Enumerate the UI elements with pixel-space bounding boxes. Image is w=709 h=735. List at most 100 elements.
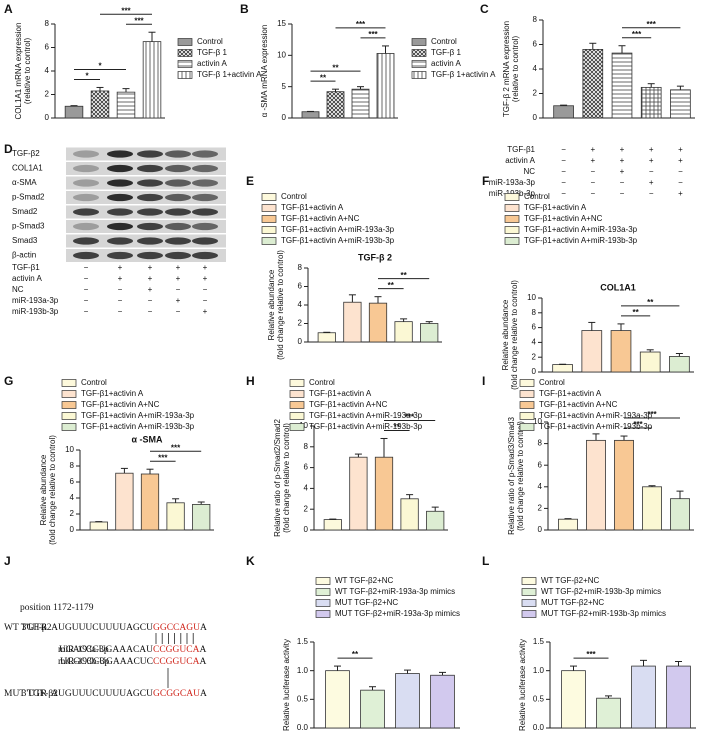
bar [553,105,574,119]
blot-band [137,237,163,245]
legend-swatch [261,204,277,212]
blot-band [165,150,191,158]
sequence-tail: A [199,645,206,655]
legend-label: Control [431,37,457,46]
condition-mark: + [118,263,123,272]
legend-label: Control [539,378,565,387]
legend-swatch [177,60,193,68]
condition-mark: − [176,285,181,294]
utr-label: 3'UTR [22,689,48,699]
y-tick-label: 10 [277,50,286,59]
condition-mark: − [590,178,595,187]
blot-band [107,179,133,187]
significance-label: *** [647,410,657,419]
condition-mark: + [590,145,595,154]
y-axis-label: (relative to control) [511,36,520,103]
y-tick-label: 10 [533,417,542,426]
legend-swatch [61,390,77,398]
significance-label: ** [352,650,359,659]
plot-title: TGF-β 2 [358,252,392,262]
legend-swatch [289,401,305,409]
legend-label: TGF-β1+activin A+miR-193a-3p [281,225,395,234]
condition-mark: − [649,189,654,198]
condition-mark: + [649,178,654,187]
sequence-left: 3'UTR AUGUUUCUUUUAGCU [22,623,153,633]
significance-label: *** [405,413,415,422]
condition-mark: − [148,296,153,305]
condition-mark: − [561,156,566,165]
condition-label: activin A [505,156,535,165]
seed-sequence: GGCCAGU [153,623,200,633]
y-tick-label: 2 [70,509,75,518]
legend-swatch [289,412,305,420]
y-tick-label: 1.0 [297,666,309,675]
utr-label: 3'UTR [22,623,48,633]
legend-label: TGF-β1+activin A+miR-193b-3p [281,236,395,245]
y-tick-label: 4 [298,300,303,309]
legend-label: TGF-β 1 [431,48,461,57]
y-axis-label: Relative luciferase activity [518,639,527,731]
sequence-name: WT TGF-β2 [4,623,52,633]
blot-band [73,193,99,202]
significance-label: ** [320,73,327,82]
blot-band [192,251,218,260]
y-tick-label: 0 [298,337,303,346]
legend-swatch [504,215,520,223]
legend-label: MUT TGF-β2+NC [335,598,398,607]
condition-mark: + [649,145,654,154]
blot-band [137,251,163,260]
blot-band [73,237,99,245]
y-tick-label: 4 [533,64,538,73]
legend-label: TGF-β1+activin A+miR-193b-3p [309,422,423,431]
condition-mark: + [176,263,181,272]
bar [394,321,413,343]
legend-label: TGF-β1+activin A+NC [81,400,160,409]
legend-swatch [519,379,535,387]
condition-mark: − [203,285,208,294]
y-tick-label: 1.5 [533,637,545,646]
bar [596,697,621,729]
legend-swatch [315,588,331,596]
blot-band [192,193,218,202]
condition-mark: − [561,189,566,198]
bar [642,486,662,531]
bar [631,665,656,729]
legend-label: Control [524,192,550,201]
y-axis-label: (fold change relative to control) [516,421,525,531]
condition-mark: − [678,178,683,187]
sequence-right: CCGGUCAA [153,645,206,655]
blot-band [192,150,218,158]
panel-label: A [4,2,13,16]
bar [89,521,108,531]
legend-label: WT TGF-β2+NC [541,576,600,585]
significance-label: *** [171,443,181,452]
y-axis-label: Relative abundance [501,299,510,370]
protein-label: COL1A1 [12,164,43,173]
legend-swatch [177,38,193,46]
sequence: UCGCCCUGAAACUC [60,657,153,667]
y-tick-label: 8 [532,308,537,317]
bar [325,670,350,729]
y-tick-label: 8 [298,263,303,272]
blot-band [192,222,218,231]
legend-swatch [521,599,537,607]
legend-label: TGF-β1+activin A [281,203,344,212]
condition-mark: + [176,274,181,283]
condition-mark: + [678,145,683,154]
condition-label: miR-193b-3p [12,307,59,316]
y-tick-label: 4 [532,338,537,347]
condition-label: TGF-β1 [12,263,40,272]
significance-label: *** [647,20,657,29]
protein-label: Smad2 [12,207,38,216]
legend-label: MUT TGF-β2+miR-193b-3p mimics [541,609,666,618]
condition-mark: + [590,156,595,165]
condition-mark: + [148,285,153,294]
panel-label: K [246,554,255,568]
sequence-name: miR-193a-3p [58,645,109,655]
condition-mark: − [84,307,89,316]
bar [552,364,573,373]
legend-swatch [504,237,520,245]
bar [581,330,603,373]
bar [611,52,633,119]
blot-band [192,179,218,187]
